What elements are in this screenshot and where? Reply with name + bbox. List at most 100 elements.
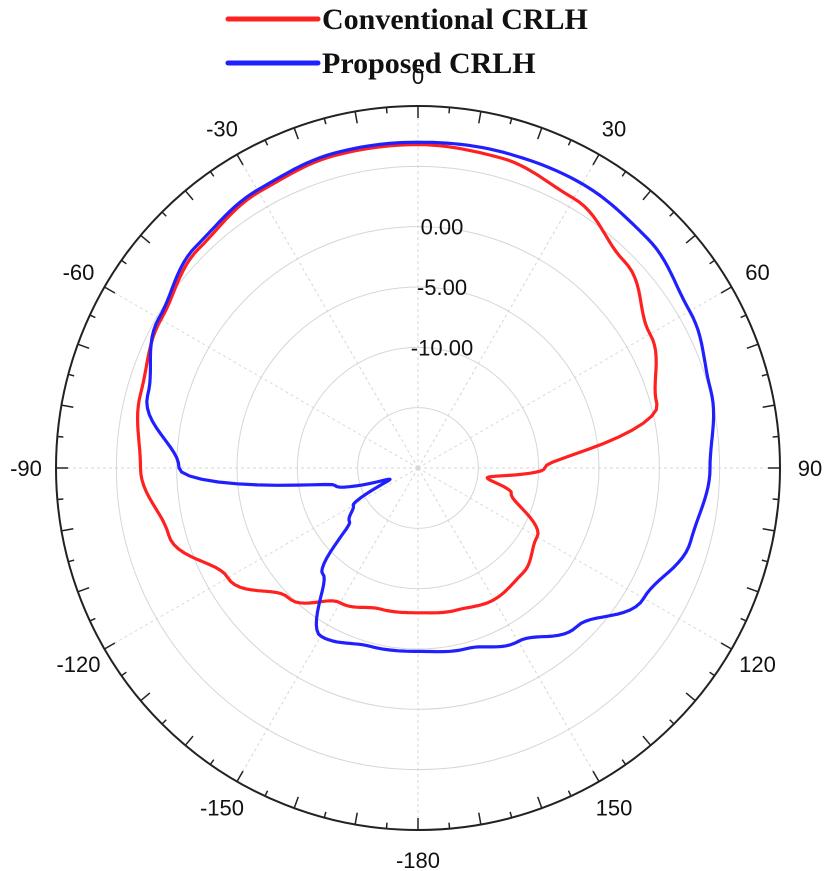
angle-tick bbox=[61, 528, 74, 532]
angle-label: -60 bbox=[63, 260, 95, 285]
angle-tick bbox=[184, 190, 194, 201]
angle-tick bbox=[89, 617, 96, 622]
angle-tick bbox=[537, 796, 543, 809]
angle-tick bbox=[161, 211, 167, 217]
angle-tick bbox=[762, 528, 775, 532]
angle-tick bbox=[762, 404, 775, 408]
angle-label: 0 bbox=[412, 64, 424, 89]
grid-spoke bbox=[104, 286, 419, 469]
series-line-proposed bbox=[145, 140, 716, 654]
legend-label-conventional: Conventional CRLH bbox=[322, 3, 588, 36]
angle-label: 90 bbox=[798, 456, 822, 481]
angle-tick bbox=[209, 759, 215, 765]
radial-label: -5.00 bbox=[417, 275, 467, 300]
angle-tick bbox=[293, 127, 299, 140]
angle-tick bbox=[385, 107, 388, 114]
angle-tick-labels: 0 30 60 90 120 150 -180 -150 -120 -90 -60 -30 bbox=[10, 64, 822, 871]
angle-tick bbox=[161, 719, 167, 725]
angle-tick bbox=[293, 796, 299, 809]
angle-tick bbox=[478, 812, 482, 825]
angle-label: 60 bbox=[745, 260, 769, 285]
radial-label: -10.00 bbox=[411, 335, 473, 360]
angle-tick bbox=[89, 314, 96, 319]
angle-tick bbox=[121, 671, 127, 677]
angle-label: 30 bbox=[602, 117, 626, 142]
angle-tick bbox=[567, 139, 572, 146]
angle-tick bbox=[323, 118, 327, 125]
grid-spoke bbox=[417, 286, 732, 469]
angle-tick bbox=[772, 498, 779, 501]
grid-spoke bbox=[417, 467, 600, 782]
angle-tick bbox=[236, 770, 244, 782]
grid-spoke bbox=[417, 467, 732, 650]
angle-tick bbox=[642, 735, 652, 746]
angle-tick bbox=[592, 770, 600, 782]
angle-label: -180 bbox=[396, 848, 440, 871]
angle-tick bbox=[57, 435, 64, 438]
angle-tick bbox=[68, 373, 75, 377]
angle-tick bbox=[121, 259, 127, 265]
angle-tick bbox=[509, 118, 513, 125]
angle-tick bbox=[77, 587, 90, 593]
angle-tick bbox=[68, 559, 75, 563]
angle-tick bbox=[709, 671, 715, 677]
grid-spoke bbox=[104, 467, 419, 650]
series-line-conventional bbox=[136, 143, 659, 615]
angle-tick bbox=[592, 154, 600, 166]
angle-tick bbox=[621, 171, 627, 177]
angle-label: -90 bbox=[10, 456, 42, 481]
series-lines bbox=[136, 140, 716, 654]
angle-tick bbox=[567, 790, 572, 797]
radial-tick-labels: 0.00 -5.00 -10.00 bbox=[411, 215, 473, 361]
angle-label: -30 bbox=[206, 117, 238, 142]
angle-label: 150 bbox=[596, 795, 633, 820]
angle-tick bbox=[621, 759, 627, 765]
radial-label: 0.00 bbox=[421, 215, 464, 240]
angle-tick bbox=[354, 812, 358, 825]
angle-tick bbox=[746, 587, 759, 593]
angle-tick bbox=[509, 811, 513, 818]
grid-spoke bbox=[236, 467, 419, 782]
angle-tick bbox=[264, 790, 269, 797]
angle-tick bbox=[140, 692, 151, 702]
angle-tick bbox=[448, 107, 451, 114]
grid-spoke bbox=[236, 154, 419, 469]
angle-label: -150 bbox=[200, 795, 244, 820]
angle-tick bbox=[709, 259, 715, 265]
angle-tick bbox=[354, 111, 358, 124]
angle-tick bbox=[209, 171, 215, 177]
angle-tick bbox=[669, 719, 675, 725]
angle-tick bbox=[740, 617, 747, 622]
legend-label-proposed: Proposed CRLH bbox=[322, 47, 536, 80]
angle-tick bbox=[236, 154, 244, 166]
grid-spoke bbox=[417, 154, 600, 469]
angle-tick bbox=[57, 498, 64, 501]
angle-tick bbox=[77, 343, 90, 349]
outer-ticks bbox=[56, 106, 780, 830]
angle-tick bbox=[478, 111, 482, 124]
angle-tick bbox=[685, 234, 696, 244]
angle-tick bbox=[685, 692, 696, 702]
angle-tick bbox=[537, 127, 543, 140]
angle-tick bbox=[761, 373, 768, 377]
angle-tick bbox=[104, 286, 116, 294]
angle-tick bbox=[385, 822, 388, 829]
angle-tick bbox=[761, 559, 768, 563]
angle-tick bbox=[720, 286, 732, 294]
angle-tick bbox=[61, 404, 74, 408]
angle-tick bbox=[264, 139, 269, 146]
angle-tick bbox=[104, 642, 116, 650]
angle-tick bbox=[642, 190, 652, 201]
angle-tick bbox=[669, 211, 675, 217]
angle-tick bbox=[184, 735, 194, 746]
angle-tick bbox=[772, 435, 779, 438]
angle-tick bbox=[740, 314, 747, 319]
angle-label: 120 bbox=[739, 652, 776, 677]
angle-tick bbox=[323, 811, 327, 818]
legend: Conventional CRLH Proposed CRLH bbox=[225, 3, 588, 80]
angle-tick bbox=[140, 234, 151, 244]
angle-tick bbox=[746, 343, 759, 349]
angle-label: -120 bbox=[56, 652, 100, 677]
angle-tick bbox=[448, 822, 451, 829]
